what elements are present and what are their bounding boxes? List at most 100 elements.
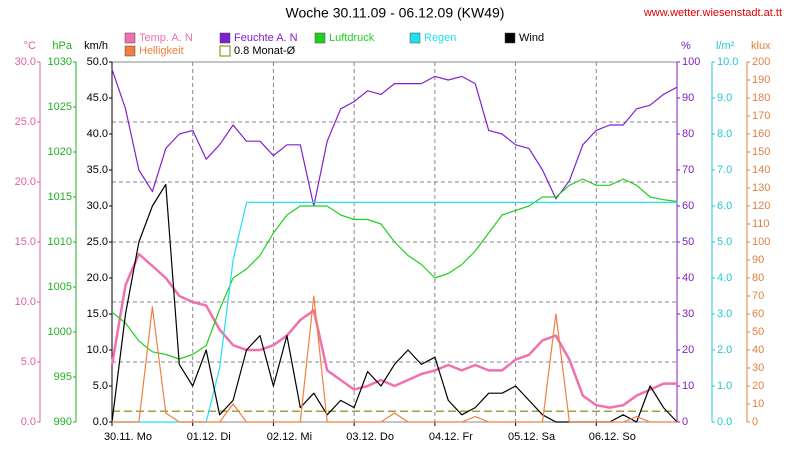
y-tick-label: 80: [752, 272, 764, 284]
y-tick-label: 0.0: [93, 416, 108, 428]
y-tick-label: 20.0: [15, 176, 36, 188]
y-tick-label: 15.0: [87, 308, 108, 320]
y-tick-label: 15.0: [15, 236, 36, 248]
series-line: [112, 295, 677, 423]
y-tick-label: 1025: [48, 101, 72, 113]
y-tick-label: 130: [752, 182, 770, 194]
y-tick-label: 190: [752, 74, 770, 86]
legend-swatch: [219, 45, 231, 57]
y-tick-label: 8.0: [717, 128, 732, 140]
y-tick-label: 0: [752, 416, 758, 428]
x-tick-label: 05.12. Sa: [508, 431, 556, 443]
axis-title: km/h: [84, 40, 108, 52]
legend-swatch: [314, 32, 326, 44]
y-tick-label: 50.0: [87, 56, 108, 68]
y-tick-label: 10.0: [717, 56, 738, 68]
y-tick-label: 180: [752, 92, 770, 104]
y-tick-label: 90: [752, 254, 764, 266]
y-tick-label: 160: [752, 128, 770, 140]
y-tick-label: 200: [752, 56, 770, 68]
y-tick-label: 0.0: [717, 416, 732, 428]
series-line: [110, 252, 677, 409]
y-tick-label: 20: [682, 344, 694, 356]
y-tick-label: 45.0: [87, 92, 108, 104]
y-tick-label: 5.0: [717, 236, 732, 248]
y-tick-label: 10: [752, 398, 764, 410]
series-line: [111, 69, 678, 207]
source: www.wetter.wiesenstadt.at.tt: [643, 7, 782, 19]
y-tick-label: 150: [752, 146, 770, 158]
y-tick-label: 70: [682, 164, 694, 176]
y-tick-label: 30: [752, 362, 764, 374]
y-tick-label: 40: [752, 344, 764, 356]
y-tick-label: 30.0: [15, 56, 36, 68]
y-tick-label: 20.0: [87, 272, 108, 284]
y-tick-label: 3.0: [717, 308, 732, 320]
x-tick-label: 02.12. Mi: [267, 431, 312, 443]
series-line: [111, 178, 678, 360]
y-tick-label: 5.0: [93, 380, 108, 392]
y-tick-label: 25.0: [15, 116, 36, 128]
legend-label: Feuchte A. N: [234, 32, 298, 44]
y-tick-label: 1.0: [717, 380, 732, 392]
axis-title: l/m²: [716, 40, 735, 52]
y-tick-label: 120: [752, 200, 770, 212]
y-tick-label: 40: [682, 272, 694, 284]
y-tick-label: 995: [54, 371, 72, 383]
legend-swatch: [219, 32, 231, 44]
legend-label: 0.8 Monat-Ø: [234, 45, 296, 57]
y-tick-label: 9.0: [717, 92, 732, 104]
y-tick-label: 10.0: [15, 296, 36, 308]
y-tick-label: 35.0: [87, 164, 108, 176]
y-tick-label: 5.0: [21, 356, 36, 368]
legend-label: Luftdruck: [329, 32, 375, 44]
legend-swatch: [124, 32, 136, 44]
x-tick-label: 30.11. Mo: [104, 431, 152, 443]
axis-title: hPa: [52, 40, 72, 52]
legend-label: Wind: [519, 32, 544, 44]
y-tick-label: 6.0: [717, 200, 732, 212]
y-tick-label: 40.0: [87, 128, 108, 140]
y-tick-label: 4.0: [717, 272, 732, 284]
x-tick-label: 03.12. Do: [346, 431, 394, 443]
y-tick-label: 80: [682, 128, 694, 140]
x-tick-label: 06.12. So: [589, 431, 636, 443]
y-tick-label: 30.0: [87, 200, 108, 212]
legend-swatch: [124, 45, 136, 57]
y-tick-label: 20: [752, 380, 764, 392]
y-tick-label: 1030: [48, 56, 72, 68]
y-tick-label: 50: [752, 326, 764, 338]
x-tick-label: 04.12. Fr: [429, 431, 473, 443]
y-tick-label: 1005: [48, 281, 72, 293]
legend-swatch: [409, 32, 421, 44]
legend-label: Regen: [424, 32, 456, 44]
chart-title: Woche 30.11.09 - 06.12.09 (KW49): [286, 5, 505, 21]
y-tick-label: 1010: [48, 236, 72, 248]
y-tick-label: 100: [752, 236, 770, 248]
legend-swatch: [504, 32, 516, 44]
y-tick-label: 1015: [48, 191, 72, 203]
y-tick-label: 0.0: [21, 416, 36, 428]
y-tick-label: 7.0: [717, 164, 732, 176]
x-tick-label: 01.12. Di: [187, 431, 231, 443]
y-tick-label: 30: [682, 308, 694, 320]
axis-title: °C: [24, 40, 36, 52]
y-tick-label: 90: [682, 92, 694, 104]
legend-label: Helligkeit: [139, 45, 184, 57]
y-tick-label: 140: [752, 164, 770, 176]
y-tick-label: 60: [752, 308, 764, 320]
y-tick-label: 70: [752, 290, 764, 302]
y-tick-label: 100: [682, 56, 700, 68]
y-tick-label: 10: [682, 380, 694, 392]
y-tick-label: 2.0: [717, 344, 732, 356]
y-tick-label: 1020: [48, 146, 72, 158]
legend-label: Temp. A. N: [139, 32, 193, 44]
y-tick-label: 1000: [48, 326, 72, 338]
y-tick-label: 170: [752, 110, 770, 122]
y-tick-label: 0: [682, 416, 688, 428]
axis-title: %: [681, 40, 691, 52]
axis-title: klux: [751, 40, 771, 52]
y-tick-label: 110: [752, 218, 770, 230]
